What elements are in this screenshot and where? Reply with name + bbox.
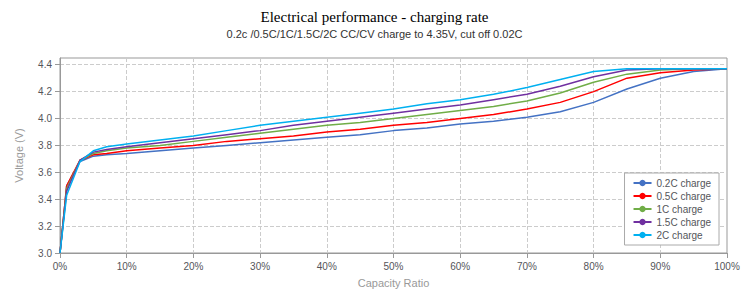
svg-text:30%: 30%: [250, 261, 270, 272]
svg-text:10%: 10%: [117, 261, 137, 272]
svg-text:80%: 80%: [584, 261, 604, 272]
svg-text:20%: 20%: [183, 261, 203, 272]
svg-text:2C charge: 2C charge: [657, 230, 704, 241]
svg-text:3.0: 3.0: [38, 248, 52, 259]
svg-text:Capacity Ratio: Capacity Ratio: [358, 277, 430, 289]
svg-text:4.2: 4.2: [38, 86, 52, 97]
svg-text:0.2c /0.5C/1C/1.5C/2C CC/CV ch: 0.2c /0.5C/1C/1.5C/2C CC/CV charge to 4.…: [227, 28, 523, 40]
svg-text:0%: 0%: [53, 261, 68, 272]
svg-text:3.8: 3.8: [38, 140, 52, 151]
svg-text:0.2C charge: 0.2C charge: [657, 178, 712, 189]
svg-text:4.4: 4.4: [38, 59, 52, 70]
svg-text:1.5C charge: 1.5C charge: [657, 217, 712, 228]
svg-text:4.0: 4.0: [38, 113, 52, 124]
svg-text:100%: 100%: [714, 261, 740, 272]
svg-text:0.5C charge: 0.5C charge: [657, 191, 712, 202]
svg-text:3.4: 3.4: [38, 194, 52, 205]
svg-text:1C charge: 1C charge: [657, 204, 704, 215]
svg-text:Voltage (V): Voltage (V): [13, 128, 25, 182]
svg-text:90%: 90%: [650, 261, 670, 272]
svg-text:40%: 40%: [317, 261, 337, 272]
svg-text:Electrical performance - charg: Electrical performance - charging rate: [261, 9, 489, 25]
svg-text:70%: 70%: [517, 261, 537, 272]
svg-text:50%: 50%: [383, 261, 403, 272]
svg-text:3.6: 3.6: [38, 167, 52, 178]
svg-text:60%: 60%: [450, 261, 470, 272]
svg-text:3.2: 3.2: [38, 221, 52, 232]
